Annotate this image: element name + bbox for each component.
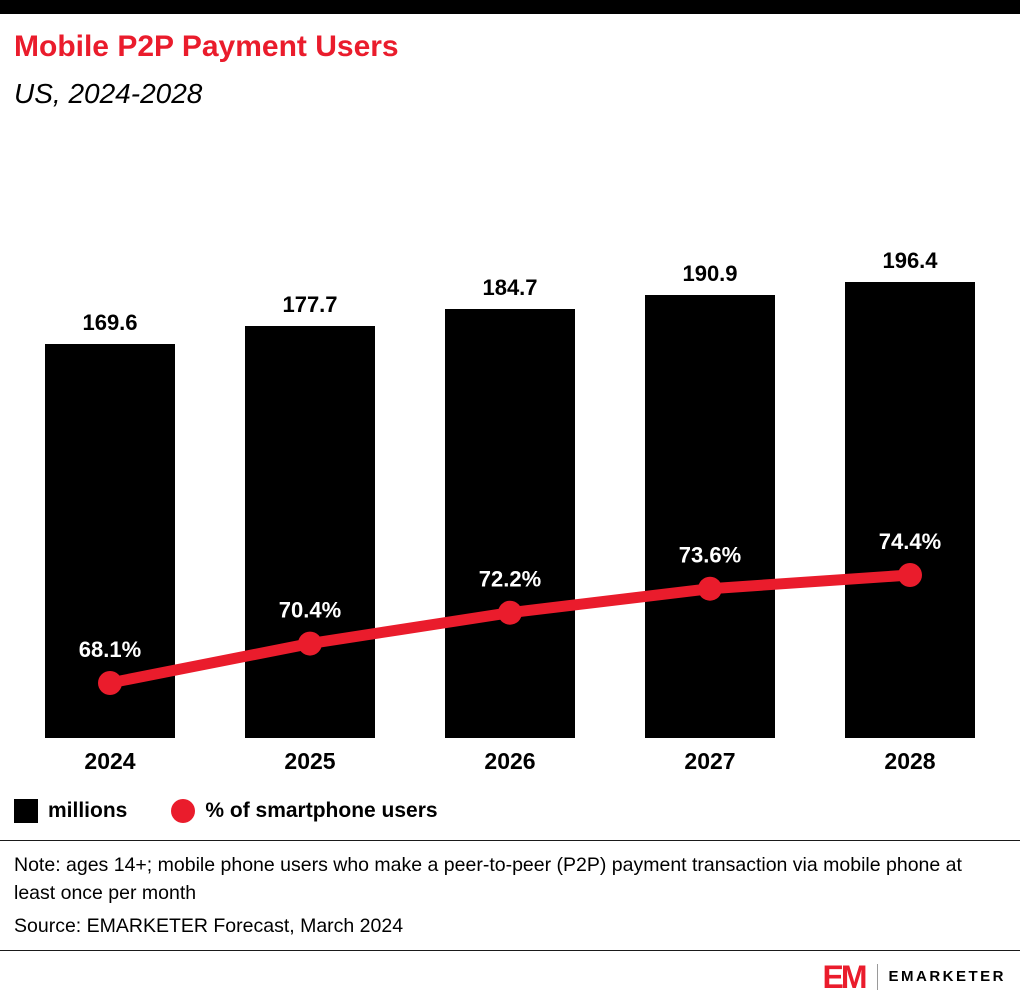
bar-2027 — [645, 294, 775, 739]
logo-divider — [877, 963, 879, 990]
percent-point-2024 — [98, 671, 122, 696]
percent-point-2027 — [698, 576, 722, 601]
bar-2028 — [845, 282, 975, 739]
percent-point-2025 — [298, 631, 322, 656]
percent-point-2028 — [898, 563, 922, 588]
percent-label-2024: 68.1% — [79, 637, 141, 662]
page-subtitle: US, 2024-2028 — [14, 77, 203, 109]
percent-point-2026 — [498, 600, 522, 625]
x-axis-label-2027: 2027 — [684, 748, 736, 775]
legend-item-percent: % of smartphone users — [171, 799, 438, 824]
chart-area: 169.6 177.7 184.7 190.9 196.4 68.1% 70.4% 72.2%… — [45, 238, 975, 778]
bar-2026 — [445, 309, 575, 739]
emarketer-logo-icon: EM — [822, 958, 867, 995]
legend-item-millions: millions — [14, 799, 128, 824]
note-text: Note: ages 14+; mobile phone users who m… — [14, 854, 962, 905]
chart-header: Mobile P2P Payment Users US, 2024-2028 — [0, 14, 1020, 110]
plot-area: 169.6 177.7 184.7 190.9 196.4 68.1% 70.4% 72.2%… — [45, 238, 975, 739]
footer: EM EMARKETER — [0, 951, 1020, 993]
top-black-bar — [0, 0, 1020, 14]
notes-block: Note: ages 14+; mobile phone users who m… — [0, 841, 1020, 940]
chart-legend: millions % of smartphone users — [14, 796, 1006, 826]
x-axis: 2024 2025 2026 2027 2028 — [45, 748, 975, 778]
source-text: Source: EMARKETER Forecast, March 2024 — [14, 914, 404, 937]
percent-label-2026: 72.2% — [479, 567, 541, 592]
x-axis-label-2028: 2028 — [884, 748, 936, 775]
bar-2025 — [245, 325, 375, 739]
bar-value-label-2027: 190.9 — [682, 260, 738, 286]
bar-value-label-2026: 184.7 — [482, 275, 538, 301]
bar-series-swatch-icon — [14, 799, 38, 824]
legend-label-percent: % of smartphone users — [205, 799, 438, 823]
percent-label-2025: 70.4% — [279, 598, 341, 623]
x-axis-label-2024: 2024 — [84, 748, 136, 775]
line-series-swatch-icon — [171, 799, 196, 824]
divider-above-note — [0, 840, 1020, 842]
brand-name: EMARKETER — [888, 968, 1006, 986]
x-axis-label-2025: 2025 — [284, 748, 336, 775]
bar-value-label-2024: 169.6 — [82, 310, 138, 336]
x-axis-label-2026: 2026 — [484, 748, 536, 775]
page-title: Mobile P2P Payment Users — [14, 30, 399, 63]
emarketer-logo: EM EMARKETER — [822, 961, 1006, 993]
percent-line-layer: 68.1% 70.4% 72.2% 73.6% 74.4% — [79, 529, 941, 696]
percent-label-2028: 74.4% — [879, 529, 941, 554]
percent-label-2027: 73.6% — [679, 543, 741, 568]
bar-value-label-2028: 196.4 — [882, 248, 938, 274]
legend-label-millions: millions — [48, 799, 128, 823]
divider-above-footer — [0, 949, 1020, 951]
bar-value-label-2025: 177.7 — [282, 291, 338, 317]
